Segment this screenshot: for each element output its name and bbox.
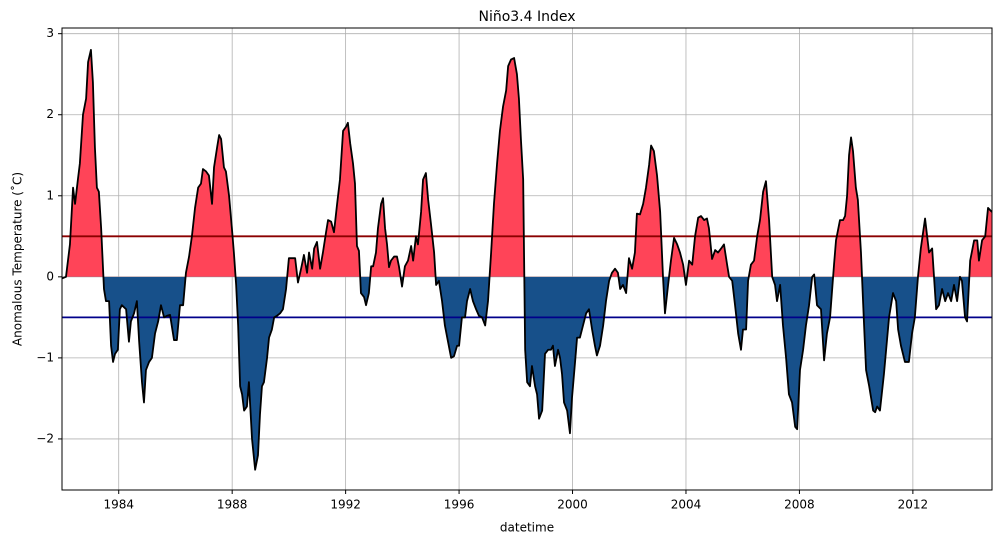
x-tick-label: 1988 (217, 498, 248, 512)
x-tick-label: 2012 (898, 498, 929, 512)
y-tick-label: 3 (46, 26, 54, 40)
x-tick-label: 2000 (557, 498, 588, 512)
plot-frame (61, 27, 993, 491)
y-tick-label: −2 (36, 431, 54, 445)
y-tick-label: −1 (36, 350, 54, 364)
x-tick-label: 1996 (444, 498, 475, 512)
positive-area (65, 49, 992, 277)
x-axis-label: datetime (500, 521, 554, 535)
x-tick-label: 1984 (103, 498, 134, 512)
x-tick-label: 1992 (330, 498, 361, 512)
y-tick-label: 0 (46, 269, 54, 283)
y-tick-label: 1 (46, 188, 54, 202)
y-tick-label: 2 (46, 107, 54, 121)
x-tick-label: 2004 (671, 498, 702, 512)
y-axis-label: Anomalous Temperature (˚C) (10, 172, 25, 346)
index-line (62, 48, 992, 471)
x-tick-label: 2008 (784, 498, 815, 512)
chart-title: Niño3.4 Index (478, 9, 575, 25)
